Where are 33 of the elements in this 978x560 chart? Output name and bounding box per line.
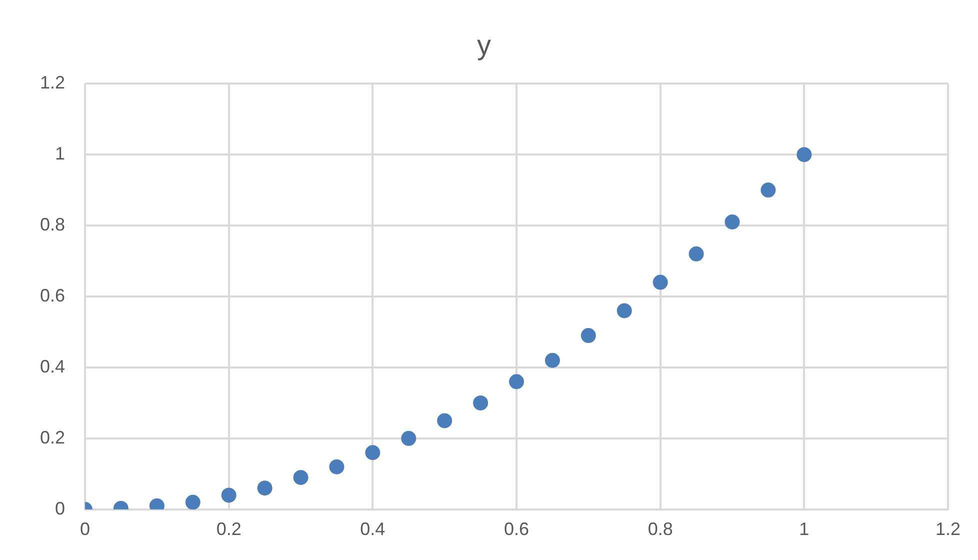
x-tick-label: 0.6	[504, 519, 530, 540]
y-tick-label: 1.2	[40, 72, 66, 93]
point	[580, 328, 596, 344]
point	[760, 182, 776, 198]
point	[221, 488, 236, 503]
point	[688, 246, 704, 262]
point	[365, 445, 380, 460]
y-tick-label: 0.6	[40, 285, 66, 306]
point	[257, 480, 272, 496]
y-tick-label: 0.4	[40, 356, 66, 376]
point	[185, 494, 200, 510]
x-tick-label: 0	[80, 519, 90, 540]
y-tick-label: 0.8	[40, 214, 66, 234]
x-tick-label: 0.2	[216, 519, 242, 540]
point	[796, 147, 812, 162]
point	[544, 352, 560, 368]
y-tick-label: 0.2	[40, 427, 66, 448]
point	[509, 374, 524, 390]
x-tick-label: 1	[799, 519, 810, 540]
point	[616, 303, 632, 318]
y-tick-label: 0	[55, 498, 66, 518]
x-tick-label: 1.2	[935, 519, 961, 540]
point	[652, 274, 668, 290]
point	[724, 214, 740, 230]
chart-title: y	[477, 30, 491, 61]
point	[473, 395, 488, 410]
x-tick-label: 0.4	[360, 519, 386, 540]
y-tick-label: 1	[55, 144, 66, 164]
point	[437, 413, 452, 428]
point	[329, 459, 344, 474]
point	[293, 470, 308, 485]
x-tick-label: 0.8	[648, 519, 673, 540]
point	[401, 430, 416, 446]
